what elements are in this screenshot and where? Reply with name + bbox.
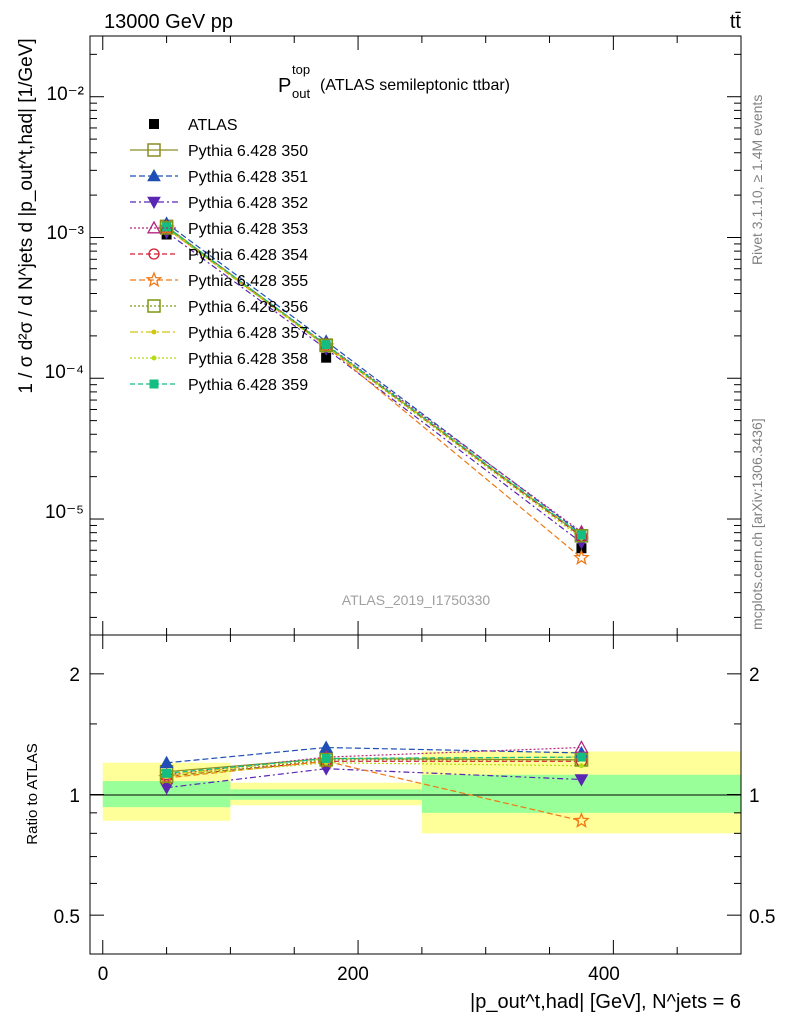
series-marker-356 bbox=[159, 221, 174, 235]
xaxis-label: |p_out^t,had| [GeV], N^jets = 6 bbox=[470, 991, 741, 1013]
title-text: (ATLAS semileptonic ttbar) bbox=[320, 77, 510, 94]
data-point-atlas bbox=[321, 352, 332, 363]
ratio-marker-359 bbox=[162, 768, 172, 778]
ratio-ytick-label-right: 0.5 bbox=[749, 907, 775, 928]
ratio-series-markers bbox=[158, 740, 590, 828]
legend-label-atlas: ATLAS bbox=[188, 117, 238, 134]
series-marker-355 bbox=[573, 548, 590, 565]
legend-label-351: Pythia 6.428 351 bbox=[188, 169, 308, 186]
ratio-marker-356 bbox=[319, 753, 333, 767]
main-panel: 10⁻⁵ 10⁻⁴ 10⁻³ 10⁻² P top out (ATLAS sem… bbox=[16, 35, 742, 636]
xtick-label: 200 bbox=[337, 964, 369, 985]
legend-label-350: Pythia 6.428 350 bbox=[188, 143, 308, 160]
ratio-marker-359 bbox=[576, 752, 586, 762]
legend-marker-356 bbox=[147, 299, 161, 313]
legend-marker-357 bbox=[151, 329, 157, 335]
title-sub: out bbox=[292, 86, 310, 101]
legend-marker-352 bbox=[147, 196, 161, 210]
process-label: tt̄ bbox=[730, 11, 742, 33]
series-line-359 bbox=[166, 226, 582, 536]
legend-marker-353 bbox=[146, 220, 162, 234]
main-ytick-label: 10⁻³ bbox=[47, 223, 85, 244]
series-marker-356 bbox=[574, 529, 589, 543]
legend-label-355: Pythia 6.428 355 bbox=[188, 273, 308, 290]
main-axis-ticks bbox=[90, 36, 742, 635]
ratio-ytick-label: 2 bbox=[69, 665, 80, 686]
legend-label-358: Pythia 6.428 358 bbox=[188, 351, 308, 368]
ratio-axis-ticks bbox=[90, 634, 742, 955]
rivet-label: Rivet 3.1.10, ≥ 1.4M events bbox=[749, 95, 765, 265]
series-marker-359 bbox=[162, 222, 172, 232]
legend-label-359: Pythia 6.428 359 bbox=[188, 377, 308, 394]
main-ytick-label: 10⁻² bbox=[47, 84, 85, 105]
ratio-marker-358 bbox=[578, 763, 584, 769]
legend-marker-350 bbox=[147, 143, 161, 157]
series-marker-359 bbox=[321, 340, 331, 350]
series-marker-355 bbox=[158, 219, 175, 236]
ratio-line-355 bbox=[166, 760, 582, 822]
main-ytick-label: 10⁻⁴ bbox=[45, 362, 84, 383]
series-marker-356 bbox=[319, 338, 333, 353]
main-ytick-label: 10⁻⁵ bbox=[45, 502, 84, 523]
ratio-marker-353 bbox=[574, 740, 589, 753]
legend-label-357: Pythia 6.428 357 bbox=[188, 325, 308, 342]
ratio-marker-359 bbox=[321, 753, 331, 763]
main-series-markers bbox=[158, 216, 590, 565]
ratio-ytick-label-right: 1 bbox=[749, 786, 760, 807]
legend-label-352: Pythia 6.428 352 bbox=[188, 195, 308, 212]
xtick-label: 0 bbox=[98, 964, 109, 985]
ratio-marker-355 bbox=[158, 769, 175, 786]
mcplots-label: mcplots.cern.ch [arXiv:1306.3436] bbox=[749, 418, 765, 630]
title-sup: top bbox=[292, 62, 310, 77]
series-marker-359 bbox=[576, 530, 586, 540]
ratio-ytick-label: 0.5 bbox=[54, 907, 80, 928]
legend-marker-355 bbox=[145, 271, 163, 288]
legend-label-354: Pythia 6.428 354 bbox=[188, 247, 308, 264]
ratio-ylabel: Ratio to ATLAS bbox=[24, 743, 41, 844]
ratio-ytick-label-right: 2 bbox=[749, 665, 760, 686]
legend-marker-358 bbox=[151, 355, 157, 361]
title-symbol: P bbox=[278, 75, 291, 97]
legend-marker-atlas bbox=[149, 119, 159, 129]
ratio-marker-352 bbox=[574, 774, 589, 787]
legend-marker-359 bbox=[149, 379, 159, 389]
panel-title: P top out (ATLAS semileptonic ttbar) bbox=[278, 62, 510, 101]
legend: ATLAS Pythia 6.428 350 Pythia 6.428 351 Pyt… bbox=[130, 117, 308, 394]
legend-label-356: Pythia 6.428 356 bbox=[188, 299, 308, 316]
energy-label: 13000 GeV pp bbox=[104, 11, 233, 33]
legend-marker-351 bbox=[147, 168, 161, 182]
main-ylabel: 1 / σ d²σ / d N^jets d |p_out^t,had| [1/… bbox=[16, 38, 37, 393]
analysis-id: ATLAS_2019_I1750330 bbox=[342, 592, 491, 608]
ratio-ytick-label: 1 bbox=[69, 786, 80, 807]
ratio-panel: 0.5 1 2 0.5 1 2 Ratio to ATLAS bbox=[24, 634, 775, 955]
xtick-label: 400 bbox=[588, 964, 620, 985]
ratio-marker-355 bbox=[573, 812, 590, 828]
legend-marker-354 bbox=[148, 248, 160, 260]
legend-label-353: Pythia 6.428 353 bbox=[188, 221, 308, 238]
